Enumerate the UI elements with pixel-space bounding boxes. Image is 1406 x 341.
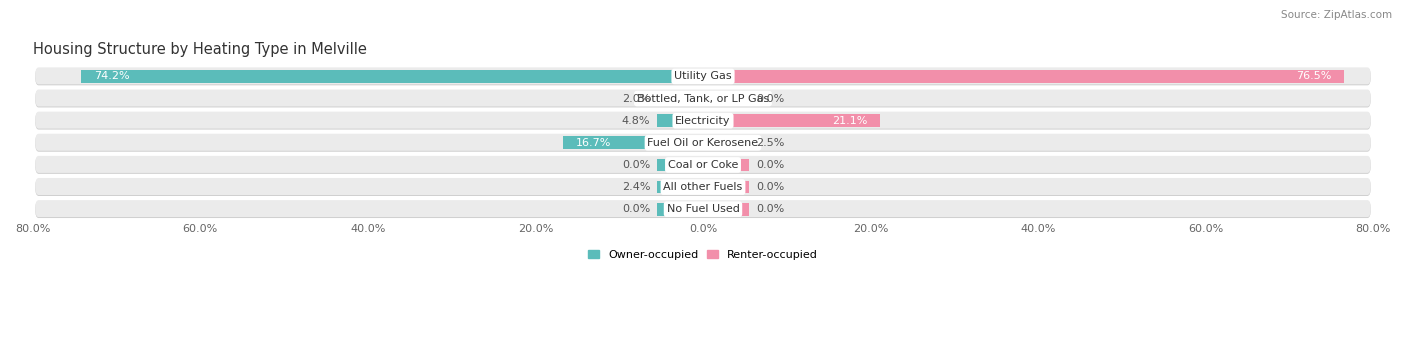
Text: 0.0%: 0.0% bbox=[621, 160, 650, 170]
FancyBboxPatch shape bbox=[35, 135, 1371, 152]
Bar bbox=[703, 92, 749, 105]
Text: 4.8%: 4.8% bbox=[621, 116, 650, 126]
FancyBboxPatch shape bbox=[35, 201, 1371, 218]
Text: All other Fuels: All other Fuels bbox=[664, 182, 742, 192]
Text: 0.0%: 0.0% bbox=[621, 204, 650, 214]
Text: 2.0%: 2.0% bbox=[621, 93, 650, 104]
Text: Bottled, Tank, or LP Gas: Bottled, Tank, or LP Gas bbox=[637, 93, 769, 104]
FancyBboxPatch shape bbox=[35, 89, 1371, 106]
Text: 74.2%: 74.2% bbox=[94, 72, 129, 81]
Bar bbox=[562, 136, 703, 149]
Text: 0.0%: 0.0% bbox=[756, 204, 785, 214]
Text: 2.4%: 2.4% bbox=[621, 182, 650, 192]
Bar bbox=[657, 181, 703, 193]
Text: No Fuel Used: No Fuel Used bbox=[666, 204, 740, 214]
Text: 0.0%: 0.0% bbox=[756, 160, 785, 170]
FancyBboxPatch shape bbox=[35, 179, 1371, 196]
FancyBboxPatch shape bbox=[35, 90, 1371, 107]
Bar bbox=[703, 159, 749, 172]
Bar bbox=[657, 159, 703, 172]
FancyBboxPatch shape bbox=[35, 68, 1371, 85]
FancyBboxPatch shape bbox=[35, 113, 1371, 130]
FancyBboxPatch shape bbox=[35, 112, 1371, 129]
Bar bbox=[657, 92, 703, 105]
Text: Housing Structure by Heating Type in Melville: Housing Structure by Heating Type in Mel… bbox=[32, 42, 367, 57]
FancyBboxPatch shape bbox=[35, 178, 1371, 195]
FancyBboxPatch shape bbox=[35, 157, 1371, 174]
Bar bbox=[82, 70, 703, 83]
Bar bbox=[703, 181, 749, 193]
Text: 16.7%: 16.7% bbox=[575, 138, 612, 148]
Bar bbox=[703, 70, 1344, 83]
Text: 0.0%: 0.0% bbox=[756, 182, 785, 192]
Text: Utility Gas: Utility Gas bbox=[675, 72, 731, 81]
FancyBboxPatch shape bbox=[35, 156, 1371, 173]
Bar bbox=[657, 203, 703, 216]
Text: 76.5%: 76.5% bbox=[1296, 72, 1331, 81]
Text: Electricity: Electricity bbox=[675, 116, 731, 126]
Legend: Owner-occupied, Renter-occupied: Owner-occupied, Renter-occupied bbox=[583, 245, 823, 264]
FancyBboxPatch shape bbox=[35, 134, 1371, 151]
Text: 21.1%: 21.1% bbox=[832, 116, 868, 126]
Bar bbox=[657, 114, 703, 127]
Text: 0.0%: 0.0% bbox=[756, 93, 785, 104]
Text: Source: ZipAtlas.com: Source: ZipAtlas.com bbox=[1281, 10, 1392, 20]
Bar bbox=[703, 114, 880, 127]
FancyBboxPatch shape bbox=[35, 200, 1371, 217]
Text: Coal or Coke: Coal or Coke bbox=[668, 160, 738, 170]
Bar bbox=[703, 136, 749, 149]
Text: 2.5%: 2.5% bbox=[756, 138, 785, 148]
FancyBboxPatch shape bbox=[35, 68, 1371, 85]
Bar bbox=[703, 203, 749, 216]
Text: Fuel Oil or Kerosene: Fuel Oil or Kerosene bbox=[647, 138, 759, 148]
